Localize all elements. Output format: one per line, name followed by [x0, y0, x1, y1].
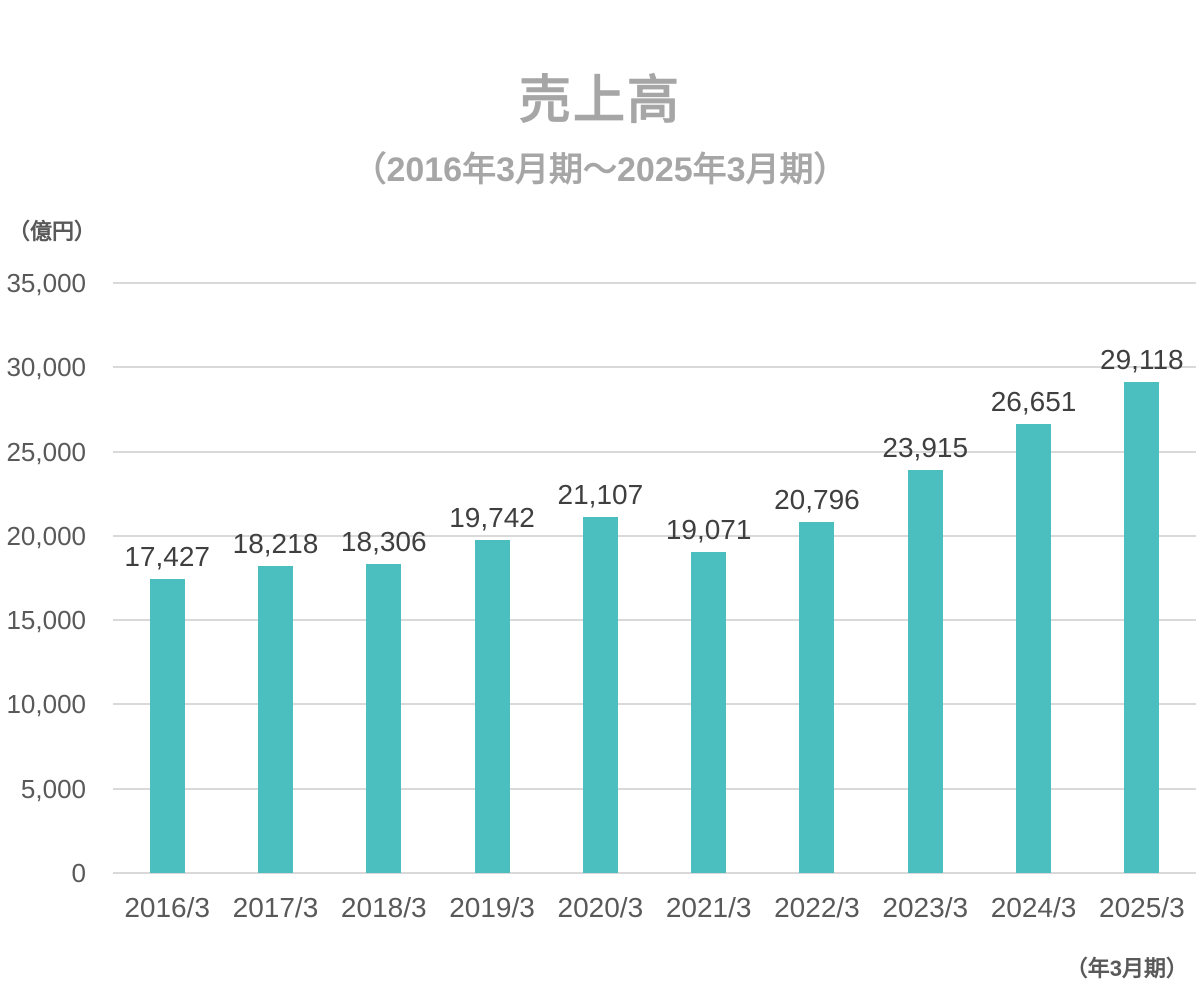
y-axis-tick-labels: 0 5,000 10,000 15,000 20,000 25,000 30,000 35,0… [0, 270, 86, 886]
x-tick-label: 2017/3 [232, 892, 319, 923]
bar-series: 17,427 18,218 18,306 19,742 21,107 19,071 20,7… [113, 283, 1196, 873]
bar-value-label: 20,796 [774, 484, 860, 516]
x-tick-label: 2020/3 [557, 892, 644, 923]
x-tick-label: 2021/3 [665, 892, 752, 923]
bar [799, 522, 835, 873]
bar-slot: 26,651 [979, 283, 1087, 873]
y-axis-unit-label: （億円） [8, 219, 97, 244]
gridline [113, 703, 1196, 706]
y-tick-label: 35,000 [6, 268, 86, 298]
x-tick-label: 2023/3 [882, 892, 969, 923]
gridline [113, 366, 1196, 369]
bar [582, 517, 618, 873]
bar-value-label: 29,118 [1100, 344, 1184, 376]
x-tick-label: 2016/3 [124, 892, 210, 923]
bar-slot: 23,915 [871, 283, 979, 873]
bar-value-label: 23,915 [882, 431, 969, 463]
bar-slot: 19,071 [654, 283, 762, 873]
bar [1124, 382, 1160, 873]
gridline [113, 450, 1196, 453]
x-tick-label: 2022/3 [774, 892, 860, 923]
y-tick-label: 30,000 [6, 352, 86, 383]
bar-slot: 20,796 [763, 283, 871, 873]
bar-slot: 21,107 [546, 283, 654, 873]
bar [366, 564, 402, 873]
bar-value-label: 17,427 [124, 541, 210, 573]
bar-value-label: 19,071 [665, 513, 752, 545]
gridline [113, 619, 1196, 622]
bar-value-label: 19,742 [449, 502, 535, 534]
y-tick-label: 15,000 [6, 605, 86, 636]
bar-slot: 29,118 [1088, 283, 1196, 873]
bar-value-label: 26,651 [990, 385, 1077, 417]
bar [691, 551, 727, 873]
bar-slot: 18,218 [221, 283, 329, 873]
bar [1016, 423, 1052, 873]
chart-subtitle: （2016年3月期～2025年3月期） [352, 151, 848, 189]
gridline [113, 787, 1196, 790]
x-axis-tick-labels: 2016/3 2017/3 2018/3 2019/3 2020/3 2021/3 2022… [113, 892, 1196, 924]
bar-slot: 19,742 [438, 283, 546, 873]
gridline [113, 534, 1196, 537]
chart-title: 売上高 [518, 72, 681, 130]
bar-slot: 18,306 [330, 283, 438, 873]
bar-value-label: 21,107 [557, 479, 644, 511]
x-tick-label: 2018/3 [340, 892, 427, 923]
y-tick-label: 5,000 [20, 773, 86, 804]
x-axis-unit-label: （年3月期） [1065, 956, 1188, 981]
gridline [113, 282, 1196, 284]
y-tick-label: 20,000 [6, 520, 86, 551]
x-tick-label: 2024/3 [990, 892, 1077, 923]
bar-value-label: 18,218 [232, 527, 319, 559]
bar-value-label: 18,306 [340, 526, 427, 558]
plot-area: 17,427 18,218 18,306 19,742 21,107 19,071 20,7… [113, 282, 1196, 874]
bar [474, 540, 510, 873]
y-tick-label: 10,000 [6, 689, 86, 720]
bar [257, 565, 293, 873]
bar [907, 469, 943, 873]
gridline [113, 872, 1196, 874]
bar-slot: 17,427 [113, 283, 221, 873]
bar [149, 579, 185, 873]
x-tick-label: 2019/3 [449, 892, 535, 923]
x-tick-label: 2025/3 [1099, 892, 1185, 923]
y-tick-label: 0 [71, 858, 86, 888]
y-tick-label: 25,000 [6, 436, 86, 467]
